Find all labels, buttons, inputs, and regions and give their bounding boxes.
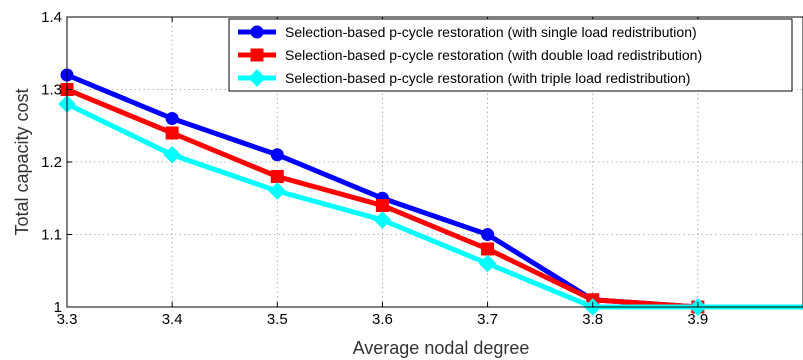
data-point — [373, 211, 392, 229]
y-tick-label: 1.2 — [41, 154, 62, 171]
x-tick-label: 3.9 — [687, 311, 708, 328]
legend-swatch-marker — [250, 48, 264, 62]
data-point — [268, 182, 287, 200]
y-tick-label: 1.4 — [41, 9, 62, 26]
legend-label: Selection-based p-cycle restoration (wit… — [285, 47, 702, 63]
data-point — [481, 242, 495, 256]
x-tick-label: 3.8 — [582, 311, 603, 328]
data-point — [375, 199, 389, 212]
x-tick-label: 3.3 — [57, 311, 78, 328]
legend-label: Selection-based p-cycle restoration (wit… — [285, 70, 690, 86]
data-point — [165, 126, 179, 140]
x-tick-label: 3.7 — [477, 311, 498, 328]
x-axis-title: Average nodal degree — [353, 338, 530, 358]
data-point — [270, 148, 284, 162]
y-tick-labels: 1 1.1 1.2 1.3 1.4 — [41, 9, 62, 316]
series-1 — [60, 68, 803, 314]
data-point — [165, 112, 179, 125]
series-layer — [58, 68, 803, 316]
legend-item: Selection-based p-cycle restoration (wit… — [238, 69, 690, 87]
series-line — [66, 72, 803, 310]
y-tick-label: 1 — [54, 299, 62, 316]
x-tick-labels: 3.3 3.4 3.5 3.6 3.7 3.8 3.9 — [57, 311, 709, 328]
data-point — [481, 228, 495, 241]
data-point — [163, 145, 181, 164]
y-axis-title: Total capacity cost — [12, 88, 32, 235]
legend-item: Selection-based p-cycle restoration (wit… — [238, 47, 702, 63]
x-tick-label: 3.4 — [162, 311, 183, 328]
y-tick-label: 1.1 — [41, 227, 62, 244]
legend-box — [228, 18, 793, 92]
x-tick-label: 3.6 — [372, 311, 393, 328]
data-point — [478, 254, 497, 273]
legend: Selection-based p-cycle restoration (wit… — [228, 18, 793, 92]
legend-swatch-marker — [248, 69, 266, 87]
legend-label: Selection-based p-cycle restoration (wit… — [285, 24, 697, 40]
legend-swatch-marker — [250, 25, 264, 39]
y-tick-label: 1.3 — [41, 82, 62, 99]
x-tick-label: 3.5 — [267, 311, 288, 328]
legend-item: Selection-based p-cycle restoration (wit… — [238, 24, 697, 40]
data-point — [270, 170, 284, 183]
